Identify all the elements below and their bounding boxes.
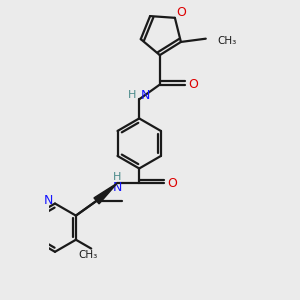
Text: O: O [167,177,177,190]
Polygon shape [94,183,117,204]
Text: H: H [113,172,121,182]
Text: CH₃: CH₃ [217,36,236,46]
Text: O: O [176,6,186,19]
Text: N: N [112,181,122,194]
Text: CH₃: CH₃ [78,250,98,260]
Text: O: O [188,78,198,91]
Text: N: N [141,89,151,102]
Text: N: N [44,194,53,207]
Text: H: H [128,90,136,100]
